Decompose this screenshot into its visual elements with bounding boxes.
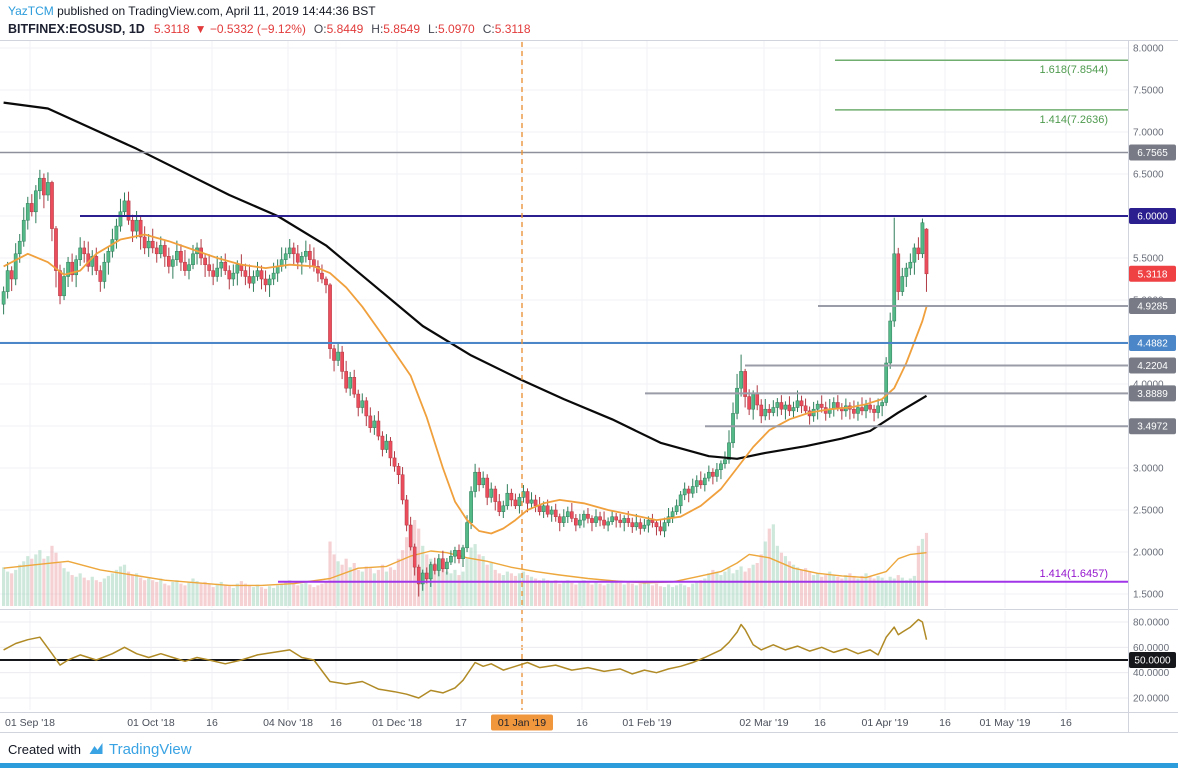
svg-text:04 Nov '18: 04 Nov '18 [263, 717, 313, 729]
svg-text:16: 16 [939, 717, 951, 729]
svg-text:80.0000: 80.0000 [1133, 618, 1170, 629]
rsi-pane [0, 618, 1128, 699]
svg-text:17: 17 [455, 717, 467, 729]
svg-text:3.8889: 3.8889 [1137, 389, 1168, 400]
svg-text:16: 16 [814, 717, 826, 729]
svg-text:01 Jan '19: 01 Jan '19 [498, 717, 546, 729]
time-axis[interactable]: 01 Sep '18 01 Oct '18 16 04 Nov '18 16 01 Dec… [5, 714, 1072, 731]
svg-text:20.0000: 20.0000 [1133, 694, 1170, 705]
last-price: 5.3118 [153, 22, 190, 36]
svg-text:1.5000: 1.5000 [1133, 590, 1164, 601]
chart-header: YazTCM published on TradingView.com, Apr… [8, 3, 531, 38]
created-with-text: Created with [8, 741, 81, 757]
svg-text:6.0000: 6.0000 [1137, 212, 1168, 223]
gridlines [0, 40, 1128, 710]
svg-text:16: 16 [576, 717, 588, 729]
close-label: C: [482, 22, 495, 36]
volume-ma-line [3, 550, 927, 587]
price-change: ▼ −0.5332 (−9.12%) [194, 22, 306, 36]
svg-text:02 Mar '19: 02 Mar '19 [739, 717, 788, 729]
ma-fast-line [3, 233, 928, 535]
byline-text: published on TradingView.com, April 11, … [53, 4, 376, 18]
symbol-line: BITFINEX:EOSUSD, 1D 5.3118 ▼ −0.5332 (−9… [8, 20, 531, 38]
byline: YazTCM published on TradingView.com, Apr… [8, 3, 531, 20]
svg-text:6.7565: 6.7565 [1137, 148, 1168, 159]
author-link[interactable]: YazTCM [8, 4, 54, 18]
svg-text:40.0000: 40.0000 [1133, 668, 1170, 679]
open-label: O: [313, 22, 327, 36]
bottom-accent-bar [0, 763, 1178, 768]
svg-text:4.9285: 4.9285 [1137, 302, 1168, 313]
chart-footer: Created with TradingView [8, 737, 192, 761]
svg-text:8.0000: 8.0000 [1133, 44, 1164, 55]
svg-text:1.414(7.2636): 1.414(7.2636) [1040, 114, 1109, 126]
ma-slow-line [3, 101, 928, 460]
tradingview-logo-icon [89, 743, 103, 754]
svg-text:2.5000: 2.5000 [1133, 506, 1164, 517]
tradingview-link[interactable]: TradingView [108, 740, 192, 758]
candlesticks [1, 169, 929, 597]
svg-text:50.0000: 50.0000 [1134, 656, 1171, 667]
svg-text:4.4882: 4.4882 [1137, 338, 1168, 349]
svg-text:01 Feb '19: 01 Feb '19 [622, 717, 671, 729]
svg-text:01 May '19: 01 May '19 [979, 717, 1030, 729]
high-value: 5.8549 [383, 22, 420, 36]
close-value: 5.3118 [494, 22, 531, 36]
svg-text:1.414(1.6457): 1.414(1.6457) [1040, 568, 1109, 580]
svg-text:3.4972: 3.4972 [1137, 422, 1168, 433]
svg-text:6.5000: 6.5000 [1133, 170, 1164, 181]
svg-text:16: 16 [330, 717, 342, 729]
svg-text:7.5000: 7.5000 [1133, 86, 1164, 97]
svg-text:1.618(7.8544): 1.618(7.8544) [1040, 64, 1109, 76]
current-price-badge: 5.3118 [1129, 265, 1176, 282]
rsi-line [3, 618, 928, 699]
high-label: H: [371, 22, 384, 36]
price-axis[interactable]: 8.00007.50007.00006.50006.00005.50005.00… [1129, 44, 1176, 601]
svg-text:60.0000: 60.0000 [1133, 643, 1170, 654]
svg-text:5.5000: 5.5000 [1133, 254, 1164, 265]
low-value: 5.0970 [438, 22, 475, 36]
low-label: L: [428, 22, 439, 36]
separators [0, 40, 1178, 733]
open-value: 5.8449 [326, 22, 364, 36]
volume-bars [2, 520, 929, 606]
svg-text:16: 16 [206, 717, 218, 729]
svg-text:4.0000: 4.0000 [1133, 380, 1164, 391]
svg-text:3.0000: 3.0000 [1133, 464, 1164, 475]
svg-text:4.2204: 4.2204 [1137, 361, 1168, 372]
svg-text:01 Sep '18: 01 Sep '18 [5, 717, 55, 729]
svg-text:2.0000: 2.0000 [1133, 548, 1164, 559]
svg-text:5.3118: 5.3118 [1138, 269, 1168, 280]
svg-text:7.0000: 7.0000 [1133, 128, 1164, 139]
horizontal-levels[interactable]: 1.618(7.8544) 1.414(7.2636) 1.414(1.6457) [0, 59, 1128, 583]
svg-text:16: 16 [1060, 717, 1072, 729]
svg-text:01 Oct '18: 01 Oct '18 [127, 717, 175, 729]
svg-text:01 Apr '19: 01 Apr '19 [862, 717, 909, 729]
symbol-title[interactable]: BITFINEX:EOSUSD, 1D [8, 22, 145, 36]
svg-text:01 Dec '18: 01 Dec '18 [372, 717, 422, 729]
